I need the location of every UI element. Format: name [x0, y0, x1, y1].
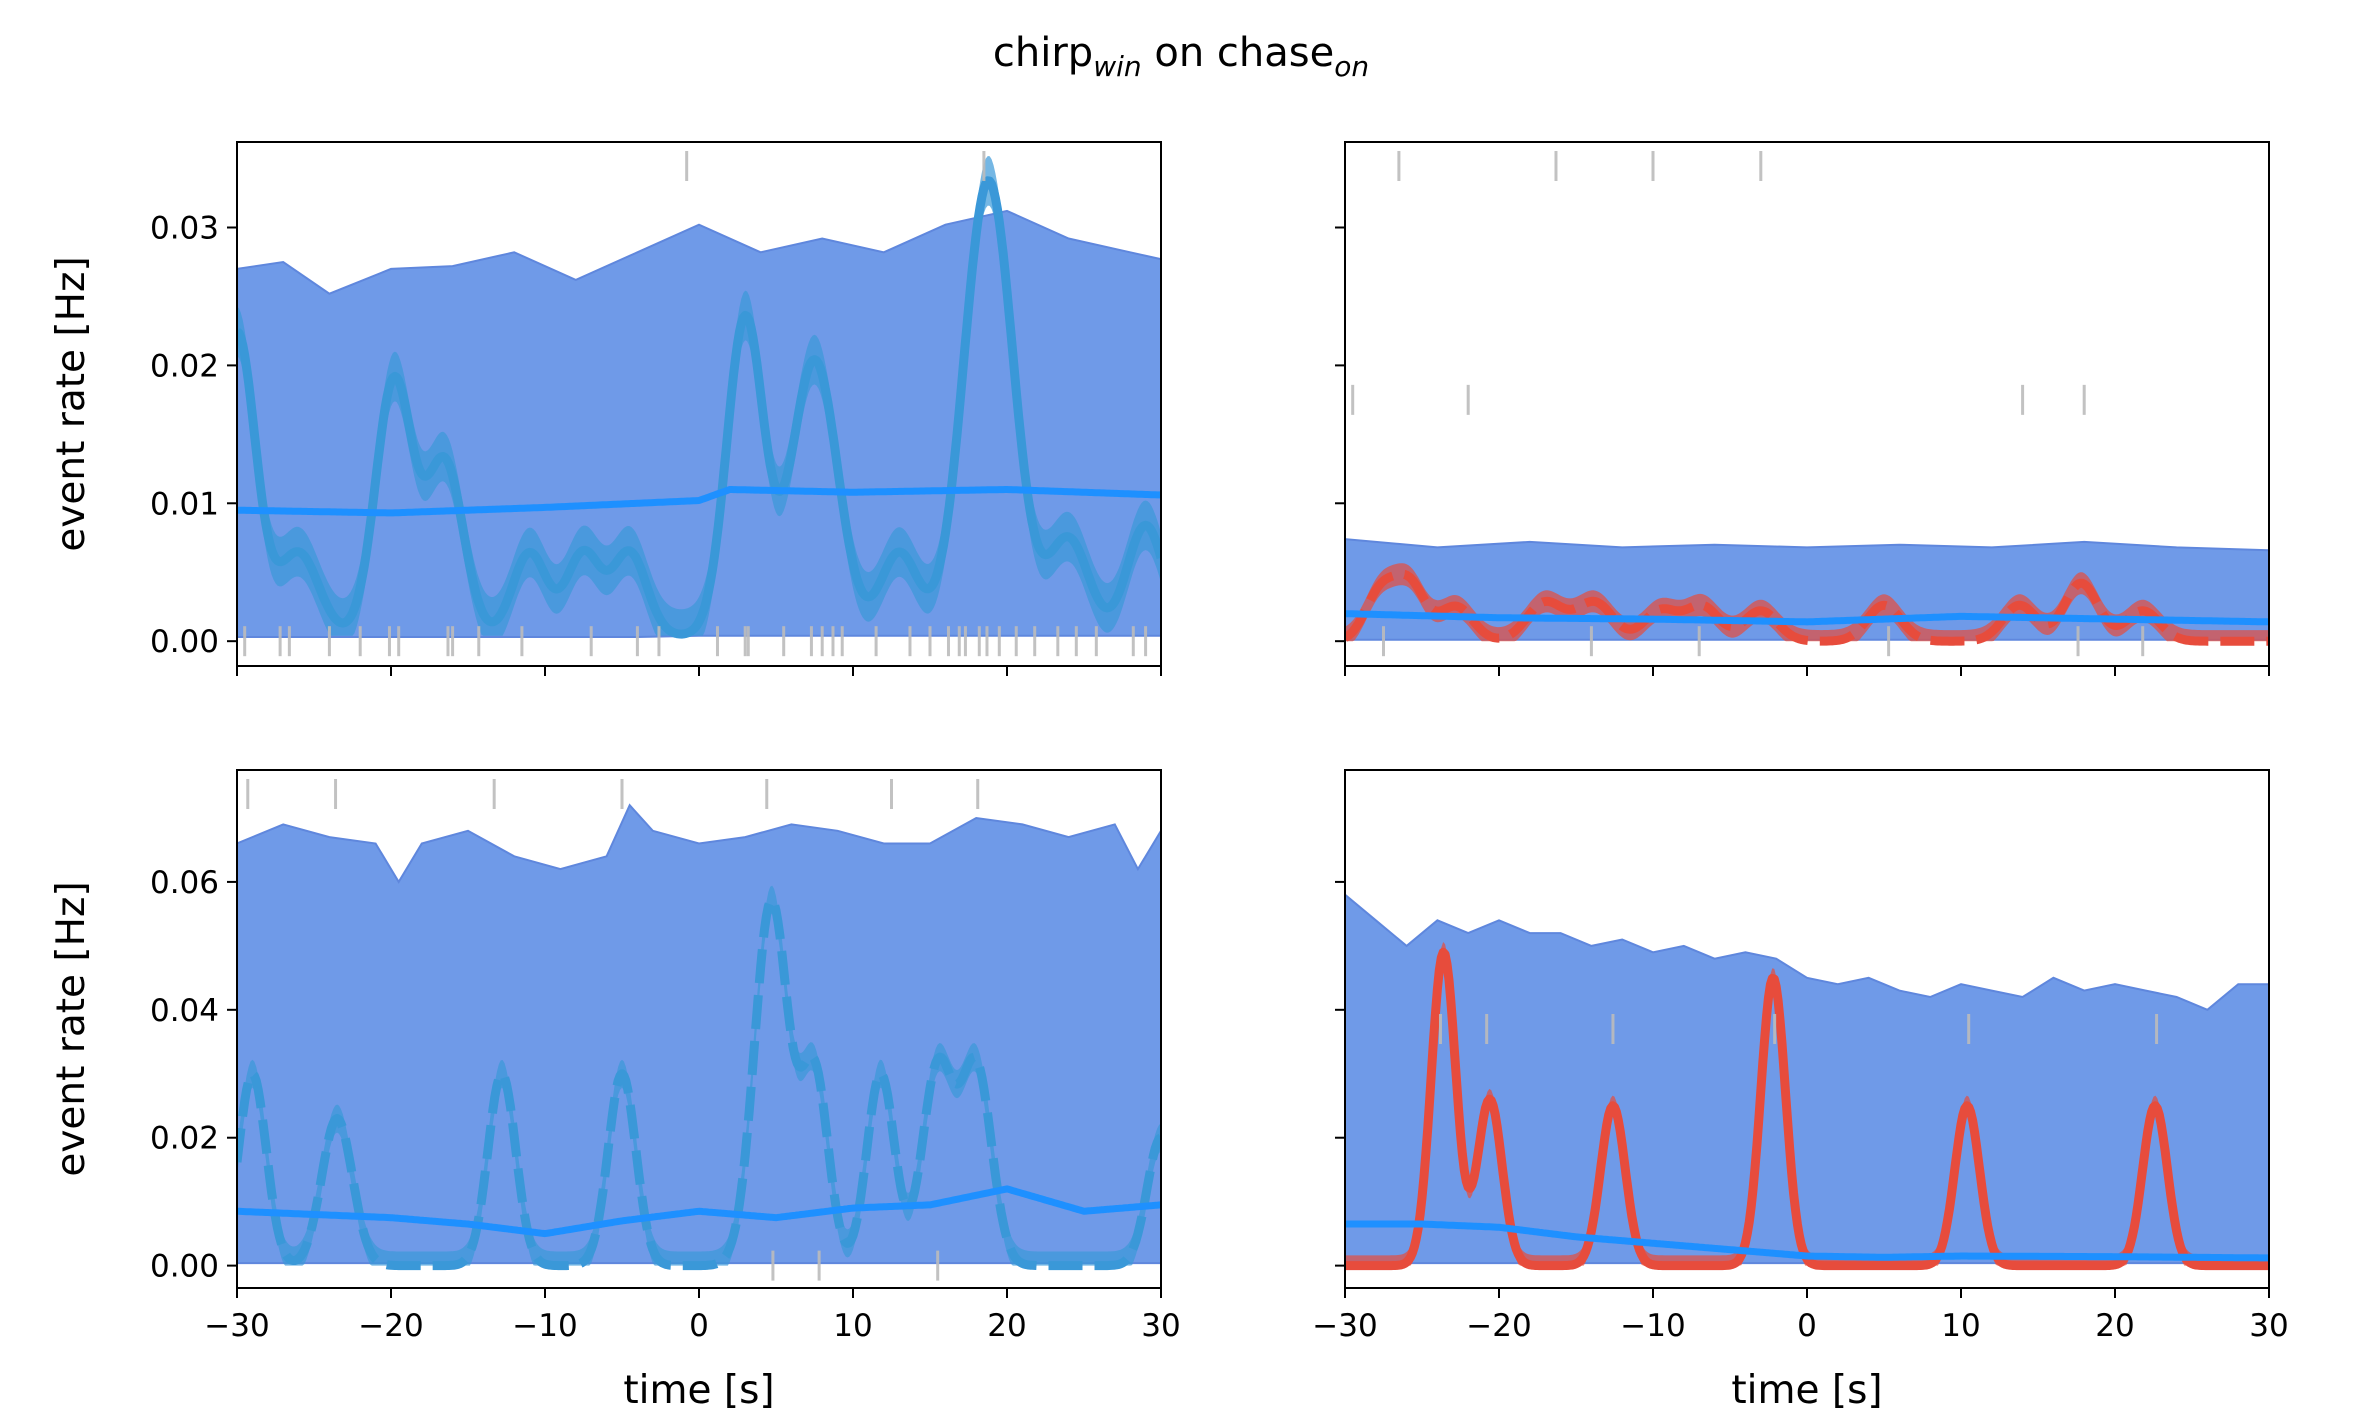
x-tick-label: −10	[512, 1308, 577, 1344]
x-tick-label: −30	[1312, 1308, 1377, 1344]
x-tick-label: 0	[1797, 1308, 1817, 1344]
x-tick-label: 10	[833, 1308, 872, 1344]
y-axis-label: event rate [Hz]	[49, 256, 94, 551]
y-tick-label: 0.02	[150, 1121, 219, 1157]
y-tick-label: 0.01	[150, 486, 219, 522]
event-rate-band	[237, 156, 1161, 636]
y-tick-label: 0.03	[150, 210, 219, 246]
y-tick-label: 0.00	[150, 624, 219, 660]
x-tick-label: 20	[2095, 1308, 2134, 1344]
y-tick-label: 0.04	[150, 993, 219, 1029]
panel-bottom-right: −30 −20 −10 0 10 20 30 time [s]	[1312, 769, 2289, 1413]
x-tick-label: −10	[1620, 1308, 1685, 1344]
mean-rate-line	[1345, 1220, 2269, 1262]
event-rate-line	[237, 176, 1161, 639]
x-axis-label: time [s]	[623, 1368, 774, 1413]
percentile-band	[237, 803, 1161, 1265]
event-rate-band	[1345, 563, 2269, 642]
x-tick-label: 30	[2249, 1308, 2288, 1344]
figure-title: chirpwin on chaseon	[993, 30, 1369, 83]
percentile-band	[1345, 893, 2269, 1265]
x-tick-label: 0	[689, 1308, 709, 1344]
x-tick-label: 20	[987, 1308, 1026, 1344]
percentile-band	[237, 209, 1161, 638]
plot-area	[1345, 893, 2269, 1271]
y-tick-label: 0.06	[150, 865, 219, 901]
x-tick-label: −20	[1466, 1308, 1531, 1344]
x-tick-label: −20	[358, 1308, 423, 1344]
event-rate-line	[1345, 569, 2269, 646]
y-tick-label: 0.00	[150, 1249, 219, 1285]
panel-bottom-left: 0.00 0.02 0.04 0.06 −30 −20 −10 0 10 20 30 event ra…	[49, 769, 1181, 1413]
panel-top-right	[1335, 141, 2270, 676]
x-tick-label: −30	[204, 1308, 269, 1344]
y-tick-label: 0.02	[150, 348, 219, 384]
mean-rate-line	[1345, 610, 2269, 626]
plot-area	[237, 779, 1161, 1281]
plot-area	[237, 151, 1161, 657]
x-tick-label: 30	[1141, 1308, 1180, 1344]
event-rate-line	[237, 895, 1161, 1271]
mean-rate-line	[237, 486, 1161, 517]
mean-rate-line	[237, 1185, 1161, 1238]
y-axis-label: event rate [Hz]	[49, 881, 94, 1176]
panel-top-left: 0.00 0.01 0.02 0.03 event rate [Hz]	[49, 141, 1162, 676]
plot-area	[1345, 151, 2269, 657]
x-tick-label: 10	[1941, 1308, 1980, 1344]
x-axis-label: time [s]	[1731, 1368, 1882, 1413]
